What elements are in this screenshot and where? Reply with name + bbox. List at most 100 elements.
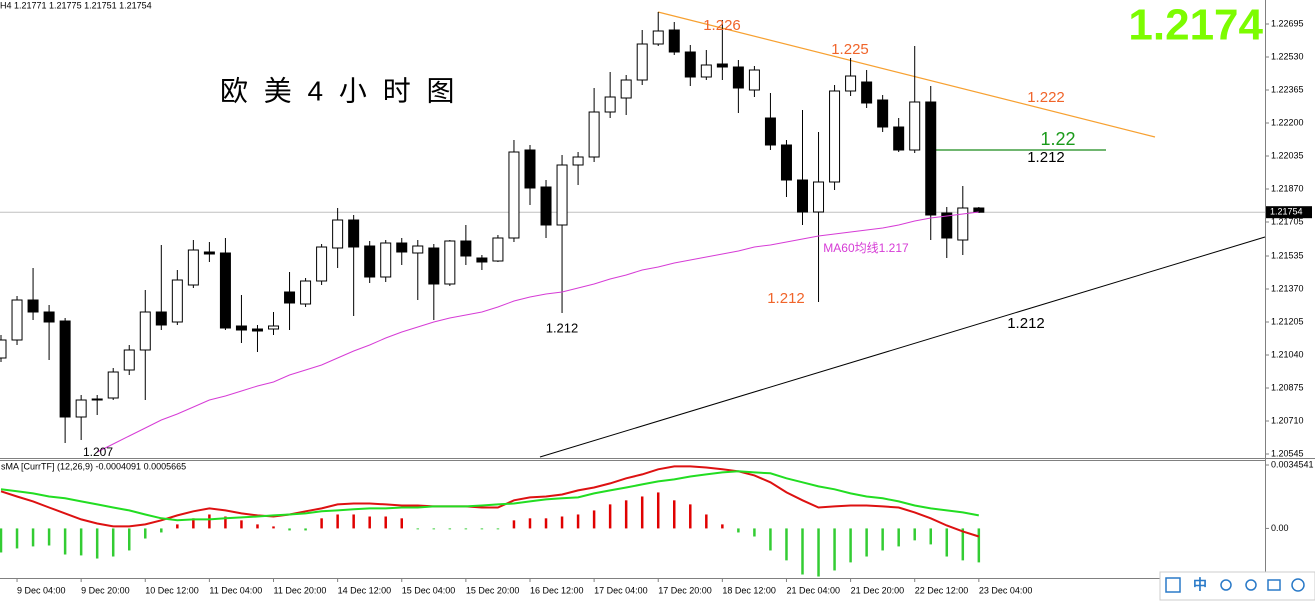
candle-body [460, 240, 472, 257]
candle-body [412, 245, 424, 254]
y-tick-label: 0.00 [1271, 523, 1289, 533]
toolbar-icon[interactable] [1291, 578, 1305, 592]
candle-body [909, 101, 921, 151]
annotation: MA60均线1.217 [823, 241, 909, 255]
x-tick-label: 17 Dec 04:00 [594, 585, 648, 595]
candle-body [524, 149, 536, 189]
x-tick-label: 21 Dec 20:00 [851, 585, 905, 595]
toolbar: 中 [1159, 571, 1315, 601]
x-tick-label: 9 Dec 20:00 [81, 585, 130, 595]
y-tick-label: 1.21535 [1271, 250, 1304, 260]
big-price: 1.2174 [1128, 1, 1263, 50]
candle-body [11, 299, 23, 341]
candle-body [139, 311, 151, 351]
candle-body [43, 311, 55, 323]
annotation: 1.207 [83, 445, 113, 459]
x-tick-label: 15 Dec 20:00 [466, 585, 520, 595]
x-tick-label: 21 Dec 04:00 [786, 585, 840, 595]
candle-body [732, 66, 744, 89]
candle-body [588, 111, 600, 158]
candle-body [797, 179, 808, 213]
candle-body [316, 246, 328, 282]
x-tick-label: 14 Dec 12:00 [338, 585, 392, 595]
x-tick-label: 9 Dec 04:00 [17, 585, 66, 595]
language-toggle[interactable]: 中 [1193, 577, 1207, 593]
indicator-line [0, 470, 979, 522]
candle-body [300, 280, 312, 305]
candle-body [941, 212, 953, 239]
candle-body [476, 257, 488, 263]
current-price-box [1266, 206, 1312, 219]
candle-body [780, 144, 792, 181]
candle-body [428, 247, 440, 285]
candle-body [925, 101, 937, 216]
toolbar-bg [1159, 571, 1315, 601]
candle-body [813, 181, 825, 213]
x-tick-label: 10 Dec 12:00 [145, 585, 199, 595]
candle-body [861, 81, 873, 104]
x-tick-label: 15 Dec 04:00 [402, 585, 456, 595]
candle-body [444, 240, 456, 285]
annotation: 1.212 [1027, 149, 1065, 166]
toolbar-icon[interactable] [1245, 579, 1257, 591]
resistance-trendline [657, 11, 1156, 138]
candle-body [748, 69, 760, 91]
candle-body [171, 279, 183, 323]
candle-body [764, 117, 776, 146]
candle-body [716, 63, 728, 68]
candle-body [829, 90, 841, 183]
candle-body [0, 339, 7, 359]
candle-body [268, 325, 280, 330]
annotation: 1.212 [1007, 315, 1045, 332]
candle-body [284, 291, 296, 304]
y-tick-label: 1.22365 [1271, 84, 1304, 94]
y-tick-label: 1.22035 [1271, 150, 1304, 160]
candle-body [636, 43, 648, 81]
candle-body [556, 164, 568, 226]
chart-title: 欧 美 4 小 时 图 [220, 75, 458, 106]
y-tick-label: 1.21870 [1271, 183, 1304, 193]
symbol-info: H4 1.21771 1.21775 1.21751 1.21754 [0, 0, 152, 10]
candle-body [107, 371, 119, 399]
y-tick-label: 1.20875 [1271, 382, 1304, 392]
toolbar-icon[interactable] [1220, 579, 1232, 591]
x-tick-label: 23 Dec 04:00 [979, 585, 1033, 595]
y-tick-label: 1.22695 [1271, 18, 1304, 28]
annotation: 1.225 [831, 41, 869, 58]
candle-body [604, 96, 616, 113]
support-trendline [539, 236, 1266, 458]
candle-body [332, 219, 344, 249]
annotation: 1.226 [703, 17, 741, 34]
toolbar-icon[interactable] [1267, 579, 1281, 591]
annotation: 1.212 [546, 320, 579, 335]
candle-body [59, 320, 71, 418]
candle-body [957, 207, 969, 241]
toolbar-icon[interactable] [1165, 577, 1181, 593]
indicator-title: sMA [CurrTF] (12,26,9) -0.0004091 0.0005… [1, 461, 186, 471]
candle-body [652, 30, 664, 45]
candle-body [508, 151, 520, 239]
candle-body [700, 64, 712, 78]
candle-body [973, 207, 985, 213]
y-tick-label: 1.21040 [1271, 349, 1304, 359]
candle-body [492, 237, 504, 262]
candle-body [380, 242, 392, 278]
candle-body [27, 299, 39, 313]
x-tick-label: 22 Dec 12:00 [915, 585, 969, 595]
annotation: 1.212 [767, 290, 805, 307]
current-price-label: 1.21754 [1270, 207, 1303, 217]
candle-body [364, 245, 376, 278]
candle-body [91, 398, 103, 401]
y-tick-label: 1.22530 [1271, 51, 1304, 61]
x-tick-label: 18 Dec 12:00 [722, 585, 776, 595]
candle-body [877, 99, 889, 128]
candle-body [893, 126, 905, 151]
annotation: 1.22 [1040, 129, 1075, 149]
y-tick-label: 1.22200 [1271, 117, 1304, 127]
annotation: 1.222 [1027, 89, 1065, 106]
candle-body [123, 349, 135, 371]
candle-body [219, 252, 231, 329]
candle-body [572, 156, 584, 166]
